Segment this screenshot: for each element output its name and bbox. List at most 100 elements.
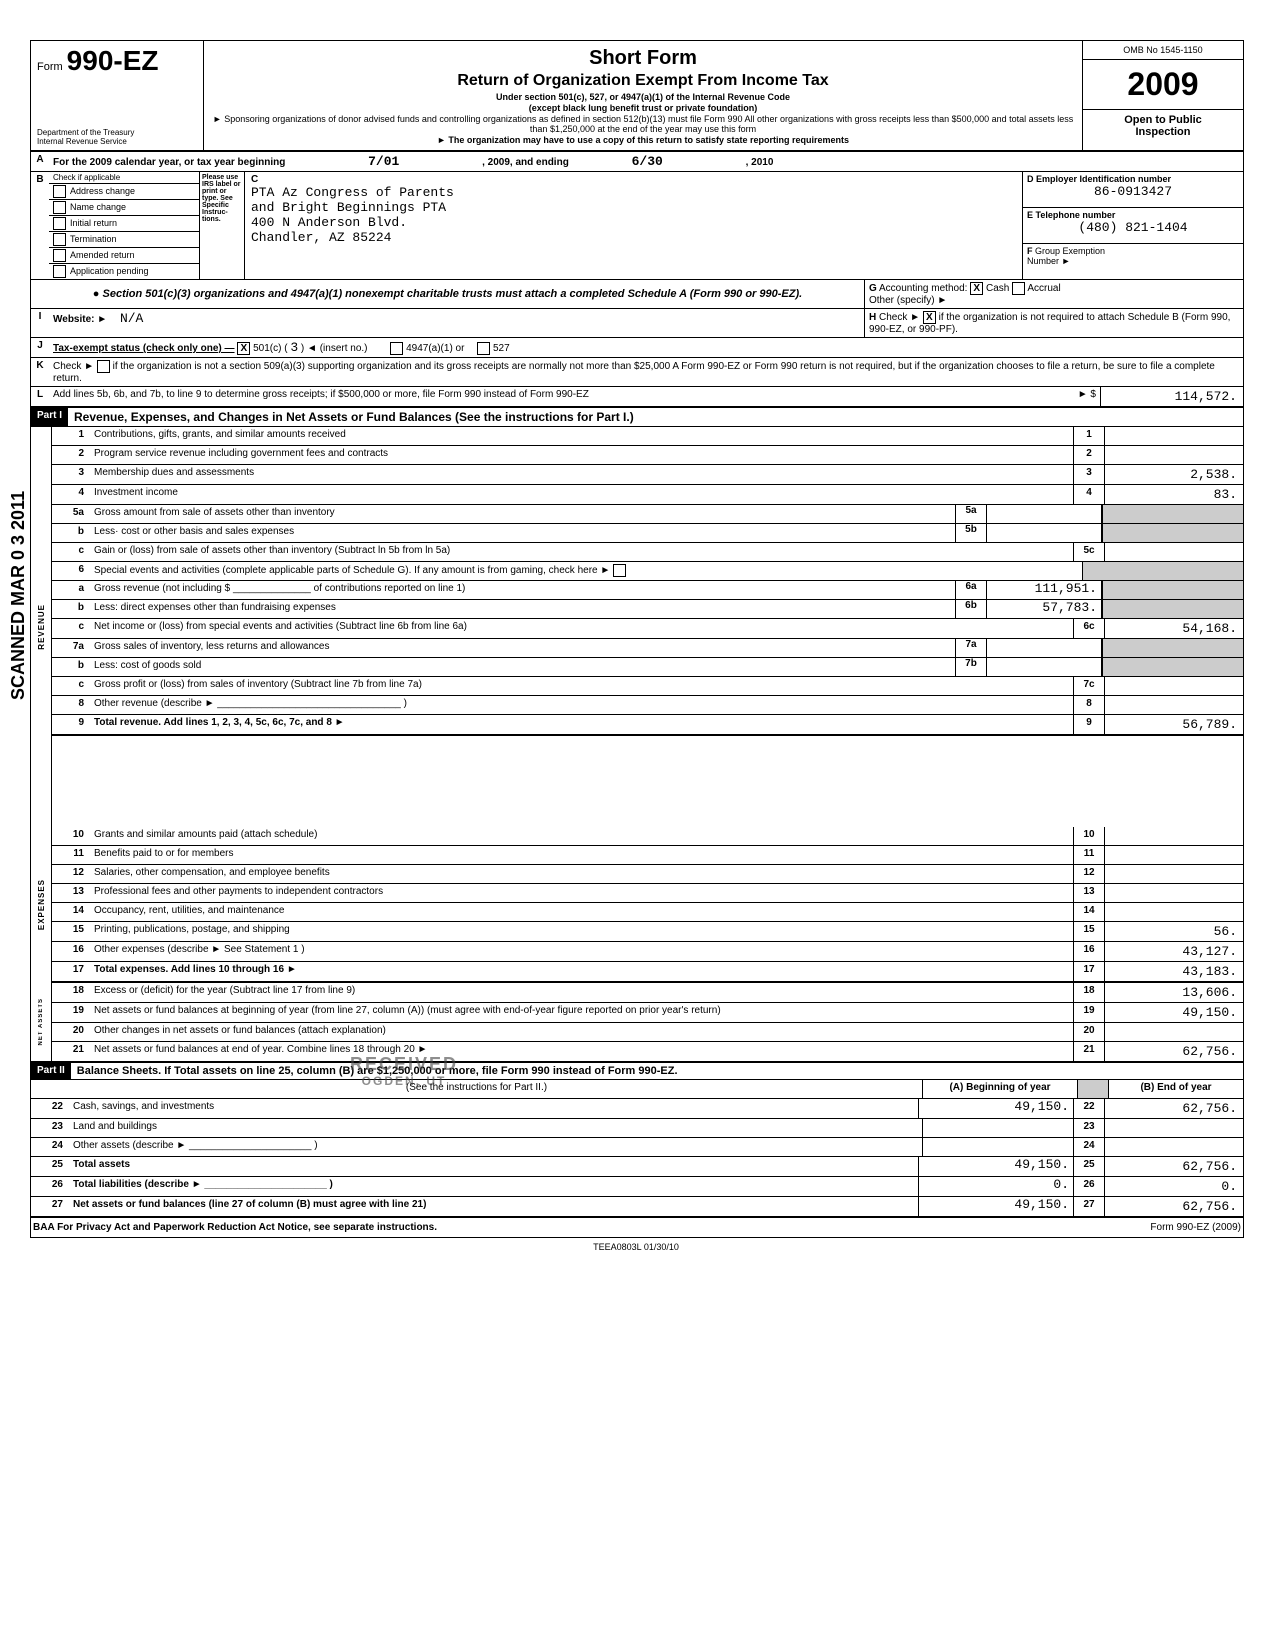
part2-instr: (See the instructions for Part II.)	[31, 1080, 922, 1098]
line5b: Less· cost or other basis and sales expe…	[90, 524, 955, 542]
line16: Other expenses (describe ► See Statement…	[90, 942, 1073, 961]
line2: Program service revenue including govern…	[90, 446, 1073, 464]
received-stamp: RECEIVED OGDEN, UT	[350, 1055, 458, 1088]
part2-title: Balance Sheets. If Total assets on line …	[71, 1063, 1243, 1079]
bal25: Total assets	[69, 1157, 918, 1176]
end-date: 6/30	[632, 154, 663, 169]
form-header: Form 990-EZ Department of the Treasury I…	[31, 41, 1243, 152]
line20: Other changes in net assets or fund bala…	[90, 1023, 1073, 1041]
line17: Total expenses. Add lines 10 through 16 …	[90, 962, 1073, 981]
checkbox-pending[interactable]	[53, 265, 66, 278]
checkbox-cash[interactable]: X	[970, 282, 983, 295]
checkbox-527[interactable]	[477, 342, 490, 355]
line7b: Less: cost of goods sold	[90, 658, 955, 676]
line7a: Gross sales of inventory, less returns a…	[90, 639, 955, 657]
org-addr-2: Chandler, AZ 85224	[251, 230, 1016, 245]
checkbox-initial[interactable]	[53, 217, 66, 230]
bal26: Total liabilities (describe ► __________…	[69, 1177, 918, 1196]
ein-value: 86-0913427	[1027, 184, 1239, 199]
line8: Other revenue (describe ► ______________…	[90, 696, 1073, 714]
line6a-val: 111,951.	[986, 581, 1102, 599]
line3-val: 2,538.	[1104, 465, 1243, 484]
checkbox-4947[interactable]	[390, 342, 403, 355]
checkbox-address[interactable]	[53, 185, 66, 198]
open-public: Open to Public	[1087, 114, 1239, 126]
footer-form: Form 990-EZ (2009)	[1150, 1222, 1241, 1233]
return-title: Return of Organization Exempt From Incom…	[212, 72, 1074, 90]
letter-j: J	[31, 338, 49, 357]
e-label: E Telephone number	[1027, 210, 1239, 220]
l-value: 114,572.	[1100, 387, 1243, 406]
checkbox-k[interactable]	[97, 360, 110, 373]
checkbox-amended[interactable]	[53, 249, 66, 262]
footer-code: TEEA0803L 01/30/10	[30, 1242, 1242, 1252]
line3: Membership dues and assessments	[90, 465, 1073, 484]
line13: Professional fees and other payments to …	[90, 884, 1073, 902]
l-text: Add lines 5b, 6b, and 7b, to line 9 to d…	[49, 387, 1052, 406]
dept-treasury: Department of the Treasury	[37, 128, 197, 137]
line15: Printing, publications, postage, and shi…	[90, 922, 1073, 941]
line6a: Gross revenue (not including $ _________…	[90, 581, 955, 599]
line18: Excess or (deficit) for the year (Subtra…	[90, 983, 1073, 1002]
org-name-1: PTA Az Congress of Parents	[251, 185, 1016, 200]
letter-a: A	[31, 152, 49, 171]
j-label: Tax-exempt status (check only one) —	[53, 343, 235, 354]
phone-value: (480) 821-1404	[1027, 220, 1239, 235]
line16-val: 43,127.	[1104, 942, 1243, 961]
org-name-2: and Bright Beginnings PTA	[251, 200, 1016, 215]
expenses-label: EXPENSES	[35, 877, 48, 932]
end-year: , 2010	[746, 157, 774, 168]
bal24: Other assets (describe ► _______________…	[69, 1138, 922, 1156]
checkbox-h[interactable]: X	[923, 311, 936, 324]
line17-val: 43,183.	[1104, 962, 1243, 981]
scanned-stamp: SCANNED MAR 0 3 2011	[8, 491, 29, 700]
checkbox-termination[interactable]	[53, 233, 66, 246]
g-cash: Cash	[986, 283, 1009, 294]
checkbox-gaming[interactable]	[613, 564, 626, 577]
checkbox-name[interactable]	[53, 201, 66, 214]
checkbox-501c[interactable]: X	[237, 342, 250, 355]
subtitle2: (except black lung benefit trust or priv…	[212, 103, 1074, 114]
bal27: Net assets or fund balances (line 27 of …	[69, 1197, 918, 1216]
letter-k: K	[31, 358, 49, 386]
bal22a: 49,150.	[918, 1099, 1073, 1118]
letter-b: B	[31, 172, 49, 279]
b-item-2: Initial return	[70, 218, 117, 228]
g-label: Accounting method:	[879, 283, 967, 294]
line6c: Net income or (loss) from special events…	[90, 619, 1073, 638]
b-header: Check if applicable	[49, 172, 199, 184]
j-501c: 501(c)	[253, 343, 281, 354]
header-note2: ► The organization may have to use a cop…	[212, 135, 1074, 146]
footer-baa: BAA For Privacy Act and Paperwork Reduct…	[33, 1222, 437, 1233]
omb-number: OMB No 1545-1150	[1083, 41, 1243, 60]
g-other: Other (specify) ►	[869, 295, 1239, 306]
letter-l: L	[31, 387, 49, 406]
website-label: Website: ►	[53, 314, 107, 325]
j-527: 527	[493, 343, 510, 354]
begin-date: 7/01	[368, 154, 399, 169]
bal23: Land and buildings	[69, 1119, 922, 1137]
line9: Total revenue. Add lines 1, 2, 3, 4, 5c,…	[90, 715, 1073, 734]
k-label: Check ►	[53, 361, 94, 372]
line19: Net assets or fund balances at beginning…	[90, 1003, 1073, 1022]
line21-val: 62,756.	[1104, 1042, 1243, 1061]
line6b-val: 57,783.	[986, 600, 1102, 618]
mid-text: , 2009, and ending	[482, 157, 569, 168]
revenue-label: REVENUE	[35, 602, 48, 652]
dept-irs: Internal Revenue Service	[37, 137, 197, 146]
part1-title: Revenue, Expenses, and Changes in Net As…	[68, 408, 1243, 426]
j-num: 3	[290, 340, 298, 355]
bal22b: 62,756.	[1104, 1099, 1243, 1118]
f-number: Number ►	[1027, 256, 1239, 266]
j-4947: 4947(a)(1) or	[406, 343, 464, 354]
line10: Grants and similar amounts paid (attach …	[90, 827, 1073, 845]
line11: Benefits paid to or for members	[90, 846, 1073, 864]
org-addr-1: 400 N Anderson Blvd.	[251, 215, 1016, 230]
line15-val: 56.	[1104, 922, 1243, 941]
checkbox-accrual[interactable]	[1012, 282, 1025, 295]
inspection-label: Inspection	[1087, 126, 1239, 138]
line18-val: 13,606.	[1104, 983, 1243, 1002]
line19-val: 49,150.	[1104, 1003, 1243, 1022]
col-b: (B) End of year	[1108, 1080, 1243, 1098]
subtitle1: Under section 501(c), 527, or 4947(a)(1)…	[212, 92, 1074, 103]
